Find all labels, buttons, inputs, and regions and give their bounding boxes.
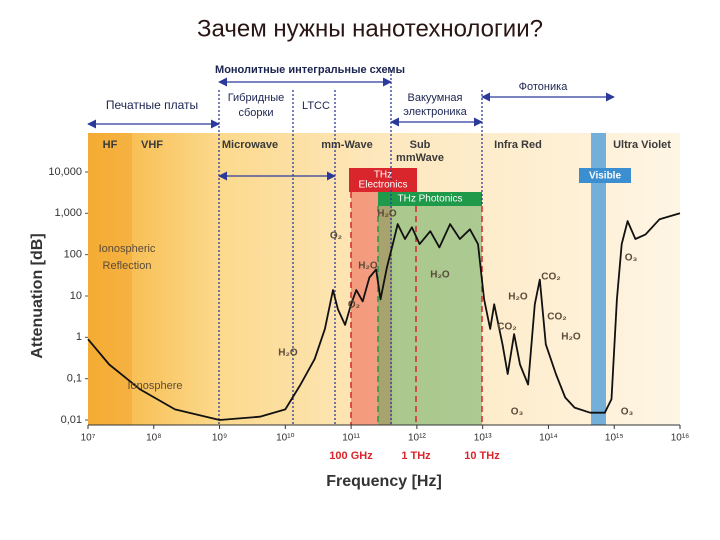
annotation: Infra Red (494, 139, 542, 151)
annotation: H₂O (508, 292, 528, 303)
x-tick-label: 10¹⁰ (276, 433, 294, 444)
annotation: Ionosphere (127, 380, 182, 392)
annotation: mm-Wave (321, 139, 373, 151)
background-layer (87, 70, 680, 425)
thz-photonics-box (378, 192, 482, 206)
annotation: CO₂ (541, 272, 560, 283)
x-tick-label: 10⁹ (212, 433, 227, 444)
annotation: O₂ (348, 300, 360, 311)
annotation: 100 GHz (329, 450, 373, 462)
thz-photonics-band (378, 206, 482, 425)
annotation: THz Photonics (397, 194, 462, 205)
annotation: H₂O (430, 270, 450, 281)
annotation: O₂ (330, 231, 342, 242)
x-tick-label: 10¹⁶ (671, 433, 690, 444)
annotation: CO₂ (547, 312, 566, 323)
y-axis-label: Attenuation [dB] (29, 233, 46, 358)
y-tick-label: 0,1 (67, 373, 82, 385)
x-tick-label: 10¹¹ (342, 433, 360, 444)
annotation: 1 THz (401, 450, 431, 462)
annotation: THz (374, 170, 392, 181)
y-tick-label: 10 (70, 290, 82, 302)
annotation: H₂O (358, 261, 378, 272)
annotation: Ionospheric (99, 243, 156, 255)
y-tick-label: 1 (76, 331, 82, 343)
annotation: CO₂ (497, 322, 516, 333)
y-tick-label: 10,000 (48, 166, 82, 178)
annotation: Reflection (103, 260, 152, 272)
y-tick-label: 0,01 (61, 414, 82, 426)
annotation: Sub (410, 139, 431, 151)
x-tick-label: 10⁸ (146, 433, 161, 444)
x-axis-label: Frequency [Hz] (326, 473, 442, 490)
page-title: Зачем нужны нанотехнологии? (197, 15, 543, 42)
x-tick-label: 10¹⁵ (605, 433, 624, 444)
x-tick-label: 10¹³ (474, 433, 492, 444)
annotation: O₃ (511, 407, 524, 418)
annotation: H₂O (278, 348, 298, 359)
annotation: O₃ (625, 253, 638, 264)
annotation: mmWave (396, 152, 444, 164)
hf-band (88, 133, 132, 425)
annotation: Electronics (359, 180, 408, 191)
y-tick-label: 100 (64, 249, 82, 261)
x-tick-label: 10¹⁴ (539, 433, 558, 444)
region-label: Вакуумная (408, 92, 463, 104)
annotation: VHF (141, 139, 163, 151)
region-label: LTCC (302, 100, 330, 112)
annotation: H₂O (561, 332, 581, 343)
region-label: электроника (403, 106, 467, 118)
region-label: Фотоника (519, 81, 569, 93)
region-label: Гибридные (228, 92, 285, 104)
annotation: HF (103, 139, 118, 151)
x-tick-label: 10⁷ (81, 433, 96, 444)
annotation: H₂O (377, 209, 397, 220)
annotation: Visible (589, 171, 621, 182)
y-tick-label: 1,000 (54, 207, 82, 219)
annotation: O₃ (621, 407, 634, 418)
visible-band (591, 133, 606, 425)
x-tick-label: 10¹² (408, 433, 426, 444)
visible-box (579, 168, 631, 183)
attenuation-line (87, 212, 681, 421)
region-label: Печатные платы (106, 98, 198, 112)
annotation: Microwave (222, 139, 278, 151)
annotation: 10 THz (464, 450, 500, 462)
thz-electronics-box (349, 168, 417, 192)
region-label: Монолитные интегральные схемы (215, 64, 405, 76)
annotation: Ultra Violet (613, 139, 671, 151)
region-label: сборки (239, 107, 274, 119)
